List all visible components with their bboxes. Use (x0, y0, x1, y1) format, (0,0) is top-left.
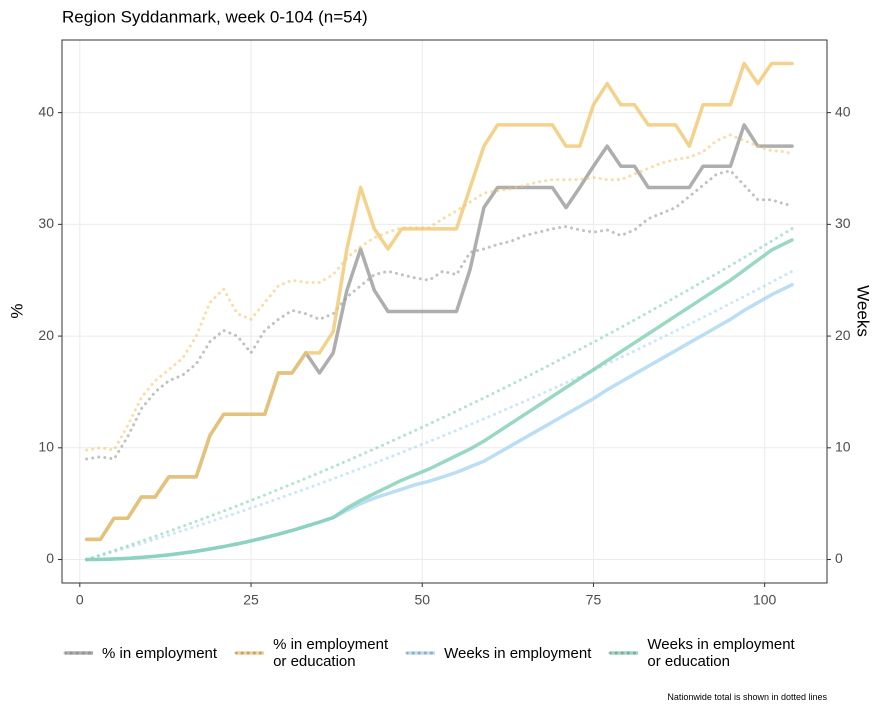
y2-tick-label: 10 (835, 439, 851, 455)
legend-label: Weeks in employment (444, 644, 592, 662)
nationwide-line (85, 227, 794, 562)
series-line (84, 61, 794, 542)
nationwide-line (85, 169, 794, 461)
series-line (84, 238, 794, 562)
y2-tick-label: 30 (835, 215, 851, 231)
legend-item: % in employment or education (233, 636, 388, 670)
x-tick-label: 0 (76, 592, 84, 608)
y2-tick-label: 0 (835, 550, 843, 566)
footnote: Nationwide total is shown in dotted line… (667, 692, 827, 702)
legend-item: Weeks in employment (404, 636, 591, 670)
y2-axis-title: Weeks (854, 285, 873, 337)
legend-key (63, 651, 95, 655)
nationwide-line (85, 133, 794, 452)
y-axis-title: % (7, 303, 26, 318)
legend-item: Weeks in employment or education (607, 636, 795, 670)
legend-label: % in employment (102, 644, 218, 662)
legend-item: % in employment (62, 636, 217, 670)
y-tick-label: 30 (38, 215, 54, 231)
x-tick-label: 100 (753, 592, 777, 608)
x-tick-label: 25 (243, 592, 259, 608)
plot-border (61, 39, 828, 584)
legend-key (405, 651, 437, 655)
chart: Region Syddanmark, week 0-104 (n=54) % W… (7, 7, 873, 608)
y-tick-label: 20 (38, 327, 54, 343)
y2-tick-label: 20 (835, 327, 851, 343)
nationwide-line (85, 269, 794, 562)
y-tick-label: 0 (46, 550, 54, 566)
legend-label: Weeks in employment or education (647, 636, 795, 670)
y-tick-label: 10 (38, 439, 54, 455)
legend: % in employment % in employment or educat… (62, 636, 862, 670)
legend-key (608, 651, 640, 655)
x-tick-label: 50 (414, 592, 430, 608)
x-tick-label: 75 (586, 592, 602, 608)
legend-key (234, 651, 266, 655)
chart-title: Region Syddanmark, week 0-104 (n=54) (62, 7, 368, 26)
legend-label: % in employment or education (273, 636, 389, 670)
y-tick-label: 40 (38, 103, 54, 119)
y2-tick-label: 40 (835, 103, 851, 119)
